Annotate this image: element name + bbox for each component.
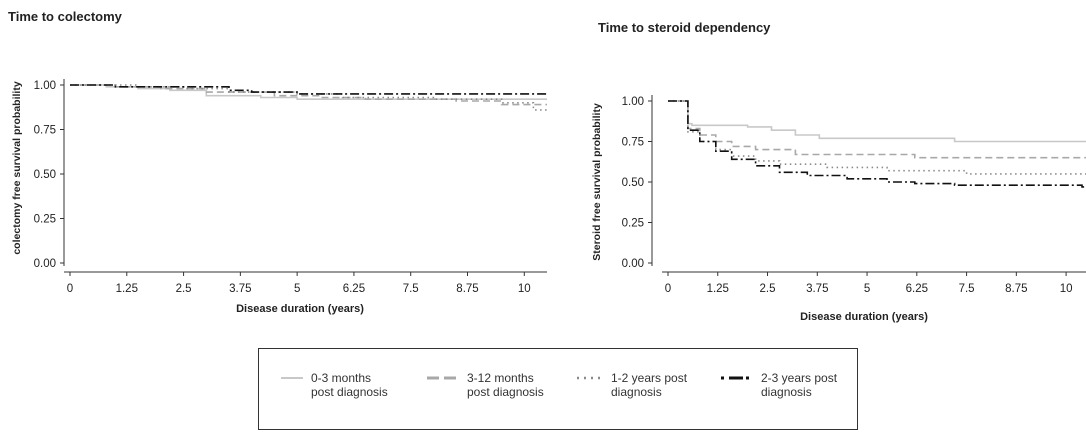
x-axis-label: Disease duration (years): [236, 303, 364, 315]
legend-swatch-dotted: [577, 376, 603, 380]
series-line-2-3-years: [70, 84, 547, 95]
chart-steroid: 0.00 0.25 0.50 0.75 1.00 0 1.25 2.5 3.75 5 6.25 7.5…: [591, 95, 1086, 323]
series-line-3-12-months: [70, 84, 547, 106]
series-line-2-3-years: [668, 100, 1086, 188]
y-tick-label: 0.00: [622, 258, 644, 270]
series-line-1-2-years: [668, 100, 1086, 175]
x-tick-label: 10: [1060, 283, 1073, 295]
x-tick-label: 7.5: [959, 283, 975, 295]
y-tick-label: 0.25: [622, 218, 644, 230]
x-tick-label: 8.75: [1005, 283, 1027, 295]
x-tick-label: 1.25: [116, 283, 138, 295]
series-line-0-3-months: [70, 84, 547, 100]
legend-item-3-12-months: 3-12 months post diagnosis: [427, 371, 544, 399]
legend-label: 1-2 years post diagnosis: [611, 371, 688, 399]
x-tick-label: 0: [665, 283, 671, 295]
legend-item-0-3-months: 0-3 months post diagnosis: [281, 371, 388, 399]
legend-label: 2-3 years post diagnosis: [761, 371, 838, 399]
x-tick-label: 8.75: [456, 283, 478, 295]
y-axis-label: colectomy free survival probability: [11, 81, 23, 254]
chart-colectomy: 0.00 0.25 0.50 0.75 1.00 0 1.25 2.5 3.75 5 6.25 7.5…: [11, 79, 547, 315]
legend-item-2-3-years: 2-3 years post diagnosis: [721, 371, 837, 399]
y-tick-label: 1.00: [622, 96, 644, 108]
legend-swatch-dashed: [427, 376, 459, 380]
x-tick-label: 7.5: [403, 283, 419, 295]
legend: 0-3 months post diagnosis 3-12 months po…: [258, 348, 858, 430]
x-axis-label: Disease duration (years): [800, 311, 928, 323]
x-tick-label: 2.5: [760, 283, 776, 295]
y-axis-label: Steroid free survival probability: [591, 103, 603, 261]
y-tick-label: 0.75: [34, 125, 56, 137]
legend-label: 0-3 months post diagnosis: [311, 371, 388, 399]
x-tick-label: 0: [67, 283, 73, 295]
legend-item-1-2-years: 1-2 years post diagnosis: [577, 371, 687, 399]
y-tick-label: 0.50: [622, 177, 644, 189]
x-tick-label: 2.5: [176, 283, 192, 295]
y-tick-label: 0.75: [622, 137, 644, 149]
y-tick-label: 0.25: [34, 214, 56, 226]
x-tick-label: 10: [518, 283, 531, 295]
series-line-0-3-months: [668, 100, 1086, 143]
x-tick-label: 3.75: [806, 283, 828, 295]
x-tick-label: 6.25: [343, 283, 365, 295]
legend-label: 3-12 months post diagnosis: [467, 371, 544, 399]
y-tick-label: 0.00: [34, 258, 56, 270]
chart-title-steroid: Time to steroid dependency: [598, 20, 771, 35]
y-tick-label: 1.00: [34, 80, 56, 92]
legend-swatch-dashdot: [721, 376, 753, 380]
x-tick-label: 1.25: [707, 283, 729, 295]
x-tick-label: 5: [294, 283, 300, 295]
legend-swatch-solid: [281, 377, 303, 379]
x-tick-label: 5: [864, 283, 870, 295]
x-tick-label: 6.25: [906, 283, 928, 295]
y-tick-label: 0.50: [34, 169, 56, 181]
chart-title-colectomy: Time to colectomy: [8, 9, 122, 24]
x-tick-label: 3.75: [229, 283, 251, 295]
